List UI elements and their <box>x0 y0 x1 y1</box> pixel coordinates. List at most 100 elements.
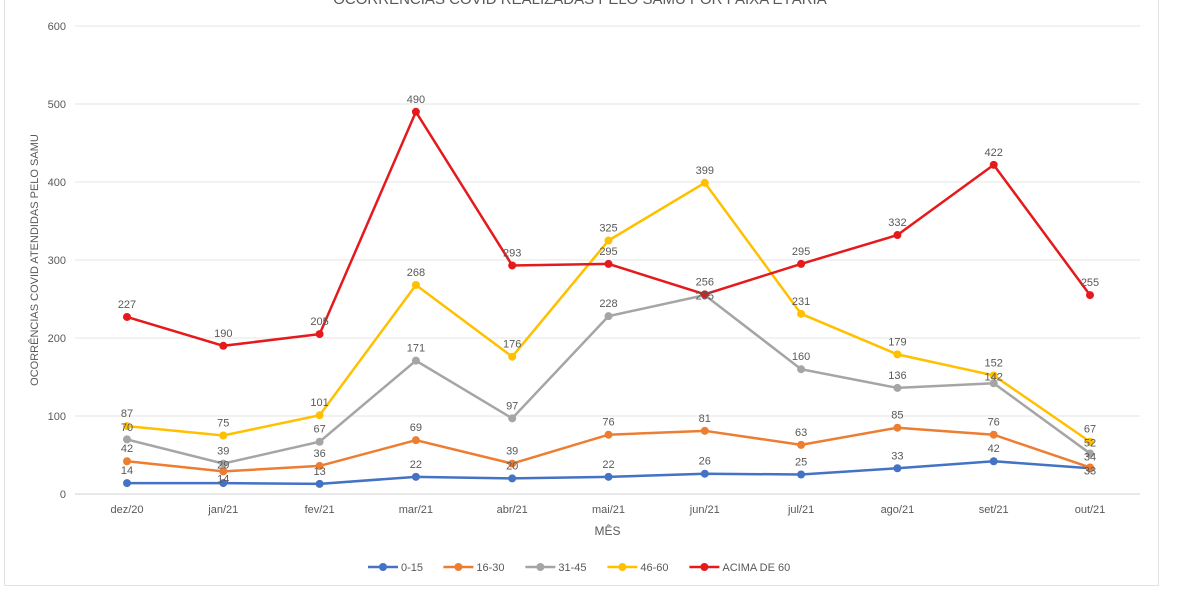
data-label: 76 <box>602 417 614 429</box>
data-label: 142 <box>985 371 1003 383</box>
data-label: 34 <box>1084 452 1096 464</box>
data-point <box>700 178 709 187</box>
data-label: 227 <box>118 299 136 311</box>
data-label: 295 <box>599 246 617 258</box>
x-tick-label: out/21 <box>1075 504 1106 516</box>
data-label: 33 <box>1084 466 1096 478</box>
data-label: 85 <box>891 410 903 422</box>
data-point <box>123 457 131 466</box>
legend-label: ACIMA DE 60 <box>722 562 790 574</box>
legend-label: 0-15 <box>401 562 423 574</box>
data-label: 255 <box>696 290 714 302</box>
x-tick-label: mai/21 <box>592 504 625 516</box>
data-label: 20 <box>506 460 518 472</box>
data-label: 422 <box>985 147 1003 159</box>
legend-label: 46-60 <box>640 562 668 574</box>
data-label: 39 <box>217 446 229 458</box>
data-label: 205 <box>310 316 328 328</box>
data-label: 256 <box>696 276 714 288</box>
data-label: 152 <box>985 357 1003 369</box>
data-point <box>989 430 998 439</box>
x-tick-label: dez/20 <box>110 504 143 516</box>
data-point <box>315 330 324 339</box>
legend-marker <box>536 563 545 571</box>
data-point <box>508 459 517 468</box>
data-point <box>797 309 806 318</box>
data-label: 176 <box>503 339 521 351</box>
legend-marker <box>618 563 627 571</box>
data-label: 63 <box>795 427 807 439</box>
data-label: 293 <box>503 247 521 259</box>
data-label: 97 <box>506 400 518 412</box>
data-point <box>1086 463 1094 472</box>
legend-marker <box>454 563 463 571</box>
y-tick-label: 500 <box>48 99 66 111</box>
data-label: 87 <box>121 408 133 420</box>
data-label: 179 <box>888 336 906 348</box>
x-tick-label: jun/21 <box>689 504 720 516</box>
data-point <box>123 312 131 321</box>
data-point <box>508 352 517 361</box>
chart-title: OCORRÊNCIAS COVID REALIZADAS PELO SAMU P… <box>0 0 1160 8</box>
legend-marker <box>379 563 387 571</box>
x-tick-label: jan/21 <box>207 504 238 516</box>
x-tick-label: set/21 <box>979 504 1009 516</box>
data-point <box>315 461 324 470</box>
data-point <box>797 470 806 479</box>
data-label: 295 <box>792 246 810 258</box>
data-label: 101 <box>310 397 328 409</box>
data-point <box>411 436 420 445</box>
data-label: 255 <box>1081 277 1099 289</box>
data-point <box>508 414 517 423</box>
legend-label: 31-45 <box>558 562 586 574</box>
data-label: 13 <box>313 466 325 478</box>
data-label: 67 <box>313 424 325 436</box>
data-label: 14 <box>217 474 229 486</box>
data-point <box>989 371 998 380</box>
data-label: 136 <box>888 370 906 382</box>
data-point <box>1086 291 1094 300</box>
data-point <box>315 479 324 488</box>
data-point <box>219 467 228 476</box>
data-label: 332 <box>888 217 906 229</box>
data-label: 160 <box>792 351 810 363</box>
data-point <box>219 459 228 468</box>
data-point <box>604 430 613 439</box>
legend-marker <box>700 563 709 571</box>
data-point <box>700 426 709 435</box>
data-point <box>604 312 613 321</box>
data-label: 76 <box>988 417 1000 429</box>
data-label: 26 <box>699 456 711 468</box>
data-label: 25 <box>795 457 807 469</box>
data-point <box>893 383 902 392</box>
data-label: 67 <box>1084 424 1096 436</box>
data-label: 42 <box>988 443 1000 455</box>
data-point <box>797 440 806 449</box>
x-tick-label: fev/21 <box>305 504 335 516</box>
chart-frame <box>4 0 1159 586</box>
data-point <box>411 280 420 289</box>
y-tick-label: 100 <box>48 411 66 423</box>
data-label: 171 <box>407 343 425 355</box>
data-label: 39 <box>506 446 518 458</box>
data-point <box>893 464 902 473</box>
data-label: 42 <box>121 443 133 455</box>
data-point <box>1086 449 1094 458</box>
data-label: 70 <box>121 422 133 434</box>
data-label: 29 <box>217 460 229 472</box>
data-label: 399 <box>696 165 714 177</box>
data-point <box>219 431 228 440</box>
data-point <box>411 356 420 365</box>
data-label: 325 <box>599 223 617 235</box>
x-axis-title: MÊS <box>594 523 620 538</box>
data-point <box>411 107 420 116</box>
data-label: 75 <box>217 418 229 430</box>
data-label: 490 <box>407 94 425 106</box>
data-label: 36 <box>313 448 325 460</box>
data-label: 52 <box>1084 438 1096 450</box>
y-tick-label: 0 <box>60 489 66 501</box>
x-tick-label: jul/21 <box>787 504 814 516</box>
data-point <box>989 160 998 169</box>
data-point <box>123 479 131 488</box>
